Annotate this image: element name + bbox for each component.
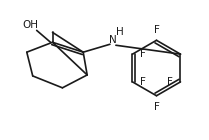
Text: F: F [154,102,159,112]
Text: F: F [140,49,146,59]
Text: N: N [109,35,117,45]
Text: OH: OH [23,20,39,30]
Text: F: F [167,77,173,87]
Text: H: H [116,27,124,37]
Text: F: F [154,25,159,35]
Text: F: F [140,77,146,87]
